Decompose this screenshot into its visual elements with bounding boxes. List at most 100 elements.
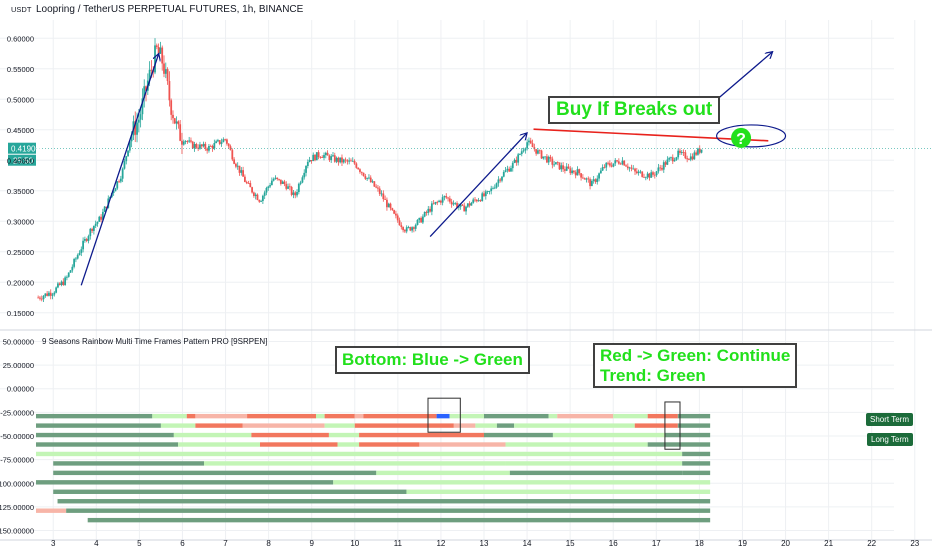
indicator-title: 9 Seasons Rainbow Multi Time Frames Patt…: [42, 337, 268, 346]
candle-body: [461, 204, 464, 206]
candle-body: [139, 114, 142, 120]
candle-body: [297, 183, 300, 193]
rainbow-segment: [552, 432, 665, 438]
x-tick-label: 3: [51, 539, 56, 548]
candle-body: [91, 228, 93, 231]
candle-body: [693, 152, 696, 160]
candle-body: [51, 294, 54, 296]
candle-body: [564, 169, 566, 171]
candle-body: [314, 154, 316, 161]
candle-body: [344, 159, 347, 161]
candle-body: [607, 162, 609, 164]
candle-body: [66, 276, 68, 278]
candle-body: [114, 188, 117, 192]
candle-body: [319, 157, 322, 158]
candle-body: [55, 287, 58, 293]
candle-body: [553, 164, 556, 166]
candle-body: [535, 149, 538, 154]
candle-body: [157, 46, 160, 54]
x-tick-label: 13: [480, 539, 489, 548]
candle-body: [662, 162, 665, 170]
rainbow-segment: [333, 480, 711, 485]
candle-body: [290, 186, 293, 195]
candle-body: [190, 140, 192, 142]
candle-body: [616, 160, 618, 162]
candle-body: [486, 191, 489, 192]
candle-body: [231, 150, 234, 160]
rainbow-segment: [328, 432, 360, 438]
candle-body: [53, 292, 56, 295]
candle-body: [200, 144, 203, 147]
candle-body: [83, 239, 86, 241]
candle-body: [371, 181, 374, 183]
candle-body: [412, 227, 415, 229]
candle-body: [57, 283, 59, 288]
candle-body: [134, 121, 137, 135]
candle-body: [101, 211, 104, 220]
candle-body: [215, 141, 218, 144]
rainbow-segment: [449, 413, 459, 419]
candle-body: [312, 154, 315, 162]
candle-body: [438, 200, 440, 202]
candle-body: [184, 140, 187, 142]
candle-body: [308, 160, 311, 162]
candle-body: [40, 298, 43, 300]
candle-body: [506, 168, 509, 171]
candle-body: [583, 178, 586, 180]
candle-body: [434, 201, 437, 204]
candle-body: [493, 187, 496, 189]
buy-if-breaks-out-box[interactable]: Buy If Breaks out: [548, 96, 721, 124]
candle-body: [639, 171, 642, 173]
candle-body: [229, 146, 232, 151]
candle-body: [362, 172, 365, 177]
candle-body: [346, 160, 349, 162]
candle-body: [94, 223, 97, 226]
candle-body: [208, 145, 210, 151]
rainbow-segment: [186, 413, 196, 419]
x-tick-label: 8: [266, 539, 271, 548]
candle-body: [474, 199, 476, 201]
price-tick-label: 0.30000: [7, 217, 34, 226]
candle-body: [648, 173, 651, 178]
rainbow-segment: [484, 413, 549, 419]
candle-body: [80, 249, 83, 253]
candle-body: [529, 140, 532, 144]
candle-body: [519, 154, 521, 155]
rainbow-segment: [514, 423, 635, 428]
bottom-blue-green-box[interactable]: Bottom: Blue -> Green: [335, 346, 530, 374]
candle-body: [393, 210, 396, 214]
candle-body: [679, 150, 681, 153]
candle-body: [333, 155, 336, 162]
candle-body: [161, 47, 164, 64]
candle-body: [641, 171, 644, 177]
candle-body: [671, 157, 674, 162]
rainbow-segment: [173, 432, 252, 438]
candle-body: [689, 156, 692, 160]
indicator-tick-label: -100.00000: [0, 479, 34, 488]
candle-body: [112, 191, 115, 193]
candle-body: [276, 177, 279, 179]
candle-body: [306, 161, 309, 166]
candle-body: [599, 170, 602, 174]
candle-body: [368, 177, 370, 179]
candle-body: [123, 161, 126, 169]
candle-body: [688, 159, 690, 161]
candle-body: [46, 293, 49, 296]
candle-body: [206, 148, 209, 151]
rainbow-segment: [53, 489, 407, 494]
rainbow-segment: [548, 413, 558, 419]
last-price-tag: [8, 142, 36, 154]
candle-body: [540, 150, 543, 159]
candle-body: [450, 201, 453, 205]
candle-body: [283, 181, 286, 185]
candle-body: [387, 203, 390, 208]
candle-body: [243, 176, 246, 182]
trend-continue-box[interactable]: Red -> Green: Continue Trend: Green: [593, 343, 798, 389]
x-tick-label: 6: [180, 539, 185, 548]
candle-body: [407, 227, 410, 228]
candle-body: [391, 208, 394, 211]
candle-body: [62, 281, 65, 285]
candle-body: [310, 160, 313, 162]
candle-body: [260, 201, 262, 202]
rainbow-segment: [36, 480, 334, 485]
